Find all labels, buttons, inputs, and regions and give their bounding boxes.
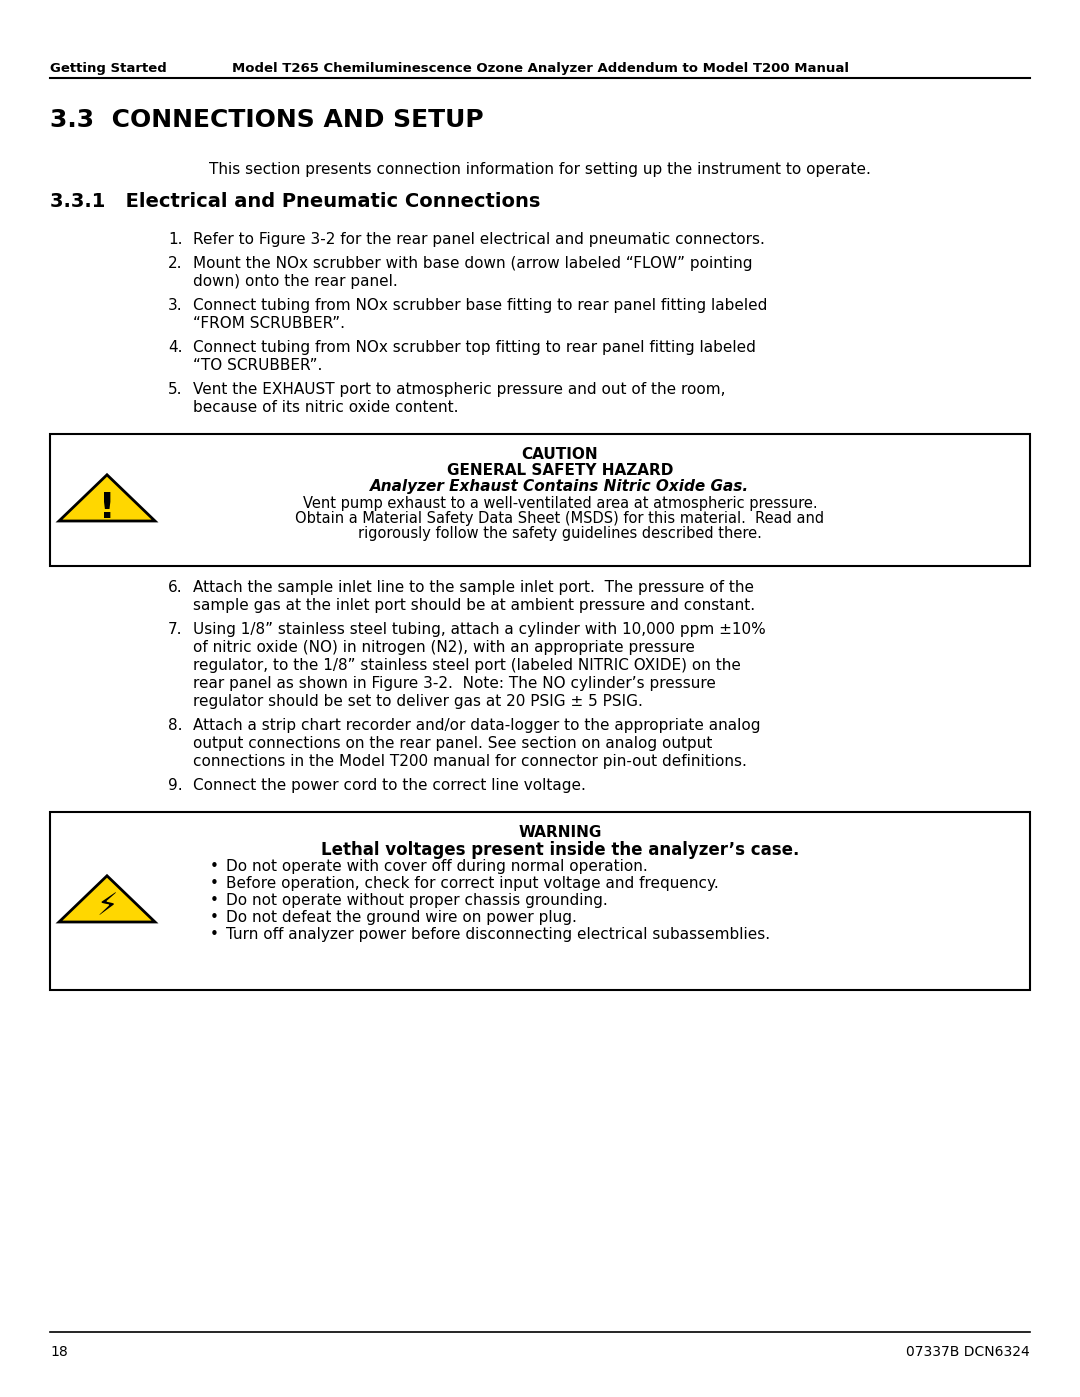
Text: output connections on the rear panel. See section on analog output: output connections on the rear panel. Se… (193, 736, 713, 752)
Text: Do not defeat the ground wire on power plug.: Do not defeat the ground wire on power p… (226, 909, 577, 925)
Text: Connect the power cord to the correct line voltage.: Connect the power cord to the correct li… (193, 778, 585, 793)
Text: 3.: 3. (168, 298, 183, 313)
Text: Do not operate with cover off during normal operation.: Do not operate with cover off during nor… (226, 859, 648, 875)
Text: •: • (210, 876, 219, 891)
Text: regulator, to the 1/8” stainless steel port (labeled NITRIC OXIDE) on the: regulator, to the 1/8” stainless steel p… (193, 658, 741, 673)
Text: rear panel as shown in Figure 3-2.  Note: The NO cylinder’s pressure: rear panel as shown in Figure 3-2. Note:… (193, 676, 716, 692)
Text: down) onto the rear panel.: down) onto the rear panel. (193, 274, 397, 289)
Text: Model T265 Chemiluminescence Ozone Analyzer Addendum to Model T200 Manual: Model T265 Chemiluminescence Ozone Analy… (231, 61, 849, 75)
Text: 3.3  CONNECTIONS AND SETUP: 3.3 CONNECTIONS AND SETUP (50, 108, 484, 131)
FancyBboxPatch shape (50, 812, 1030, 990)
Text: Do not operate without proper chassis grounding.: Do not operate without proper chassis gr… (226, 893, 608, 908)
Text: GENERAL SAFETY HAZARD: GENERAL SAFETY HAZARD (447, 462, 673, 478)
Text: Vent pump exhaust to a well-ventilated area at atmospheric pressure.: Vent pump exhaust to a well-ventilated a… (302, 496, 818, 511)
FancyBboxPatch shape (50, 434, 1030, 566)
Text: rigorously follow the safety guidelines described there.: rigorously follow the safety guidelines … (359, 527, 761, 541)
Text: •: • (210, 928, 219, 942)
Polygon shape (59, 876, 156, 922)
Text: Analyzer Exhaust Contains Nitric Oxide Gas.: Analyzer Exhaust Contains Nitric Oxide G… (370, 479, 750, 495)
Text: 5.: 5. (168, 381, 183, 397)
Text: This section presents connection information for setting up the instrument to op: This section presents connection informa… (210, 162, 870, 177)
Text: sample gas at the inlet port should be at ambient pressure and constant.: sample gas at the inlet port should be a… (193, 598, 755, 613)
Text: !: ! (98, 490, 116, 525)
Text: 7.: 7. (168, 622, 183, 637)
Text: 8.: 8. (168, 718, 183, 733)
Text: Vent the EXHAUST port to atmospheric pressure and out of the room,: Vent the EXHAUST port to atmospheric pre… (193, 381, 726, 397)
Text: Before operation, check for correct input voltage and frequency.: Before operation, check for correct inpu… (226, 876, 719, 891)
Text: Connect tubing from NOx scrubber top fitting to rear panel fitting labeled: Connect tubing from NOx scrubber top fit… (193, 339, 756, 355)
Text: 3.3.1   Electrical and Pneumatic Connections: 3.3.1 Electrical and Pneumatic Connectio… (50, 191, 540, 211)
Text: 9.: 9. (168, 778, 183, 793)
Text: connections in the Model T200 manual for connector pin-out definitions.: connections in the Model T200 manual for… (193, 754, 747, 768)
Polygon shape (59, 475, 156, 521)
Text: 07337B DCN6324: 07337B DCN6324 (906, 1345, 1030, 1359)
Text: of nitric oxide (NO) in nitrogen (N2), with an appropriate pressure: of nitric oxide (NO) in nitrogen (N2), w… (193, 640, 694, 655)
Text: Connect tubing from NOx scrubber base fitting to rear panel fitting labeled: Connect tubing from NOx scrubber base fi… (193, 298, 768, 313)
Text: because of its nitric oxide content.: because of its nitric oxide content. (193, 400, 459, 415)
Text: 1.: 1. (168, 232, 183, 247)
Text: CAUTION: CAUTION (522, 447, 598, 462)
Text: •: • (210, 859, 219, 875)
Text: •: • (210, 893, 219, 908)
Text: Getting Started: Getting Started (50, 61, 166, 75)
Text: ⚡: ⚡ (96, 893, 118, 922)
Text: 6.: 6. (168, 580, 183, 595)
Text: WARNING: WARNING (518, 826, 602, 840)
Text: Turn off analyzer power before disconnecting electrical subassemblies.: Turn off analyzer power before disconnec… (226, 928, 770, 942)
Text: •: • (210, 909, 219, 925)
Text: Attach a strip chart recorder and/or data-logger to the appropriate analog: Attach a strip chart recorder and/or dat… (193, 718, 760, 733)
Text: Refer to Figure 3-2 for the rear panel electrical and pneumatic connectors.: Refer to Figure 3-2 for the rear panel e… (193, 232, 765, 247)
Text: Obtain a Material Safety Data Sheet (MSDS) for this material.  Read and: Obtain a Material Safety Data Sheet (MSD… (296, 511, 824, 527)
Text: Using 1/8” stainless steel tubing, attach a cylinder with 10,000 ppm ±10%: Using 1/8” stainless steel tubing, attac… (193, 622, 766, 637)
Text: Lethal voltages present inside the analyzer’s case.: Lethal voltages present inside the analy… (321, 841, 799, 859)
Text: Attach the sample inlet line to the sample inlet port.  The pressure of the: Attach the sample inlet line to the samp… (193, 580, 754, 595)
Text: 18: 18 (50, 1345, 68, 1359)
Text: Mount the NOx scrubber with base down (arrow labeled “FLOW” pointing: Mount the NOx scrubber with base down (a… (193, 256, 753, 271)
Text: “TO SCRUBBER”.: “TO SCRUBBER”. (193, 358, 322, 373)
Text: 4.: 4. (168, 339, 183, 355)
Text: 2.: 2. (168, 256, 183, 271)
Text: “FROM SCRUBBER”.: “FROM SCRUBBER”. (193, 316, 345, 331)
Text: regulator should be set to deliver gas at 20 PSIG ± 5 PSIG.: regulator should be set to deliver gas a… (193, 694, 643, 710)
